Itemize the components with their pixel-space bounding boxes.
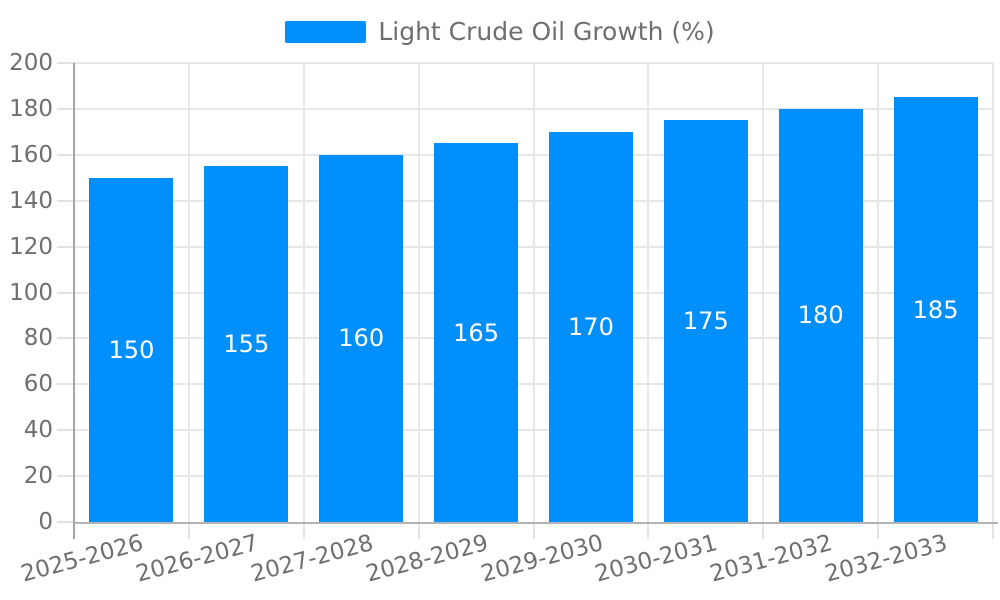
x-axis-category-label: 2028-2029 xyxy=(362,530,491,588)
y-axis-tick-label: 180 xyxy=(9,95,53,122)
bar-value-label: 155 xyxy=(223,330,270,359)
y-axis-tick-label: 140 xyxy=(9,187,53,214)
x-gridline xyxy=(992,63,994,522)
y-axis-tick xyxy=(57,383,74,386)
bar[interactable] xyxy=(319,154,404,522)
x-axis-tick xyxy=(302,522,305,539)
x-axis-tick xyxy=(992,522,994,539)
x-axis-tick xyxy=(877,522,880,539)
bar[interactable] xyxy=(548,131,633,522)
y-axis-tick-label: 120 xyxy=(9,233,53,260)
y-axis-tick xyxy=(57,521,74,523)
bar-value-label: 160 xyxy=(338,324,385,353)
bar-value-label: 170 xyxy=(568,312,614,341)
y-axis-tick xyxy=(57,475,74,478)
y-axis-tick xyxy=(57,199,74,202)
y-axis-line xyxy=(73,63,75,539)
x-axis-category-label: 2027-2028 xyxy=(248,530,376,588)
bar-value-label: 165 xyxy=(453,318,499,347)
y-axis-tick xyxy=(57,291,74,294)
y-axis-tick xyxy=(57,337,74,340)
bar[interactable] xyxy=(89,177,174,522)
x-gridline xyxy=(647,63,650,522)
legend-swatch xyxy=(285,21,367,43)
y-axis-tick xyxy=(57,245,74,248)
legend-label: Light Crude Oil Growth (%) xyxy=(378,17,715,46)
x-axis-category-label: 2025-2026 xyxy=(18,530,147,588)
x-axis-tick xyxy=(532,522,535,539)
y-axis-tick xyxy=(57,107,74,110)
x-axis-tick xyxy=(187,522,190,539)
x-gridline xyxy=(532,63,535,522)
bar[interactable] xyxy=(893,97,978,522)
y-axis-tick xyxy=(57,62,74,64)
bar[interactable] xyxy=(778,108,863,522)
x-gridline xyxy=(877,63,880,522)
bar-value-label: 150 xyxy=(108,335,155,364)
y-axis-tick-label: 20 xyxy=(23,463,53,490)
y-axis-tick-label: 100 xyxy=(9,279,53,306)
bar-value-label: 185 xyxy=(912,295,959,324)
x-axis-category-label: 2026-2027 xyxy=(133,530,262,588)
bar[interactable] xyxy=(434,143,519,522)
x-axis-tick xyxy=(762,522,765,539)
bar-value-label: 180 xyxy=(797,301,844,330)
y-axis-tick xyxy=(57,429,74,432)
x-axis-category-label: 2031-2032 xyxy=(707,530,836,588)
x-gridline xyxy=(302,63,305,522)
y-axis-tick-label: 0 xyxy=(38,509,53,535)
y-axis-tick xyxy=(57,153,74,156)
y-axis-tick-label: 40 xyxy=(23,417,53,444)
bar-value-label: 175 xyxy=(682,307,729,336)
x-axis-tick xyxy=(647,522,650,539)
y-axis-tick-label: 200 xyxy=(9,50,53,76)
y-axis-tick-label: 60 xyxy=(23,371,53,398)
x-axis-tick xyxy=(417,522,420,539)
x-axis-category-label: 2030-2031 xyxy=(592,530,721,588)
x-axis-category-label: 2029-2030 xyxy=(477,530,606,588)
x-gridline xyxy=(762,63,765,522)
x-axis-line xyxy=(74,522,998,524)
y-axis-tick-label: 160 xyxy=(9,141,53,168)
legend[interactable]: Light Crude Oil Growth (%) xyxy=(0,18,1000,46)
x-gridline xyxy=(187,63,190,522)
y-axis-tick-label: 80 xyxy=(23,325,53,352)
bar[interactable] xyxy=(663,120,748,522)
bar[interactable] xyxy=(204,166,289,522)
x-axis-category-label: 2032-2033 xyxy=(822,530,951,588)
x-gridline xyxy=(417,63,420,522)
